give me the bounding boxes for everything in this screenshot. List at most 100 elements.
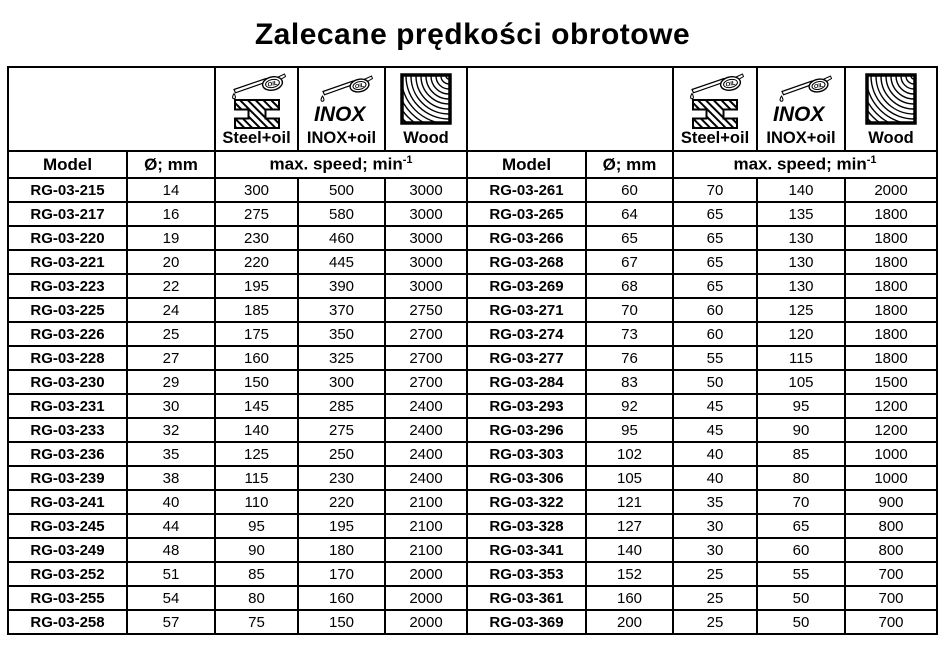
wood-speed-cell: 3000: [384, 273, 468, 299]
inox-speed-cell: 60: [756, 537, 846, 563]
model-cell: RG-03-241: [7, 489, 128, 515]
diameter-column-header: Ø; mm: [585, 150, 674, 179]
model-cell: RG-03-258: [7, 609, 128, 635]
inox-speed-cell: 55: [756, 561, 846, 587]
inox-speed-cell: 130: [756, 225, 846, 251]
diameter-cell: 95: [585, 417, 674, 443]
inox-speed-cell: 500: [297, 177, 386, 203]
inox-speed-cell: 70: [756, 489, 846, 515]
table-row: RG-03-215 14 300 500 3000 RG-03-261 60 70 140 200…: [7, 177, 938, 203]
table-row: RG-03-225 24 185 370 2750 RG-03-271 70 60 125 180…: [7, 297, 938, 323]
table-row: RG-03-255 54 80 160 2000 RG-03-361 160 25 50 700: [7, 585, 938, 611]
wood-speed-cell: 1800: [844, 201, 938, 227]
model-cell: RG-03-322: [466, 489, 587, 515]
model-column-header: Model: [466, 150, 587, 179]
diameter-cell: 32: [126, 417, 216, 443]
inox-speed-cell: 85: [756, 441, 846, 467]
wood-speed-cell: 2000: [844, 177, 938, 203]
model-cell: RG-03-215: [7, 177, 128, 203]
wood-speed-cell: 2700: [384, 321, 468, 347]
diameter-cell: 22: [126, 273, 216, 299]
inox-speed-cell: 105: [756, 369, 846, 395]
steel-speed-cell: 275: [214, 201, 299, 227]
steel-speed-cell: 125: [214, 441, 299, 467]
wood-speed-cell: 2700: [384, 345, 468, 371]
steel-oil-icon: OIL: [690, 73, 745, 130]
diameter-cell: 140: [585, 537, 674, 563]
wood-speed-cell: 2100: [384, 537, 468, 563]
inox-speed-cell: 135: [756, 201, 846, 227]
steel-speed-cell: 140: [214, 417, 299, 443]
diameter-cell: 121: [585, 489, 674, 515]
diameter-cell: 44: [126, 513, 216, 539]
wood-speed-cell: 2700: [384, 369, 468, 395]
steel-speed-cell: 95: [214, 513, 299, 539]
model-cell: RG-03-271: [466, 297, 587, 323]
model-cell: RG-03-220: [7, 225, 128, 251]
steel-speed-cell: 90: [214, 537, 299, 563]
wood-speed-cell: 2400: [384, 441, 468, 467]
model-cell: RG-03-269: [466, 273, 587, 299]
inox-speed-cell: 285: [297, 393, 386, 419]
diameter-cell: 70: [585, 297, 674, 323]
steel-speed-cell: 60: [672, 321, 758, 347]
steel-speed-cell: 115: [214, 465, 299, 491]
model-cell: RG-03-353: [466, 561, 587, 587]
inox-speed-cell: 275: [297, 417, 386, 443]
column-label-steel-oil: Steel+oil: [680, 129, 750, 148]
model-cell: RG-03-266: [466, 225, 587, 251]
diameter-cell: 68: [585, 273, 674, 299]
diameter-cell: 65: [585, 225, 674, 251]
blank-header-cell: [7, 66, 216, 152]
svg-text:OIL: OIL: [814, 83, 825, 91]
sub-header-row: Model Ø; mm max. speed; min-1 Model Ø; m…: [7, 150, 938, 179]
steel-speed-cell: 65: [672, 225, 758, 251]
page-title: Zalecane prędkości obrotowe: [254, 18, 691, 51]
column-label-steel-oil: Steel+oil: [222, 129, 291, 148]
table-row: RG-03-228 27 160 325 2700 RG-03-277 76 55 115 180…: [7, 345, 938, 371]
inox-speed-cell: 250: [297, 441, 386, 467]
column-header-wood-left: Wood: [384, 66, 468, 152]
column-label-wood: Wood: [403, 129, 449, 148]
diameter-cell: 57: [126, 609, 216, 635]
steel-speed-cell: 85: [214, 561, 299, 587]
steel-speed-cell: 30: [672, 537, 758, 563]
max-speed-column-header: max. speed; min-1: [214, 150, 468, 179]
icon-header-row: OIL Steel+oil OIL INOX: [7, 66, 938, 152]
inox-speed-cell: 230: [297, 465, 386, 491]
steel-speed-cell: 60: [672, 297, 758, 323]
column-label-inox-oil: INOX+oil: [766, 129, 836, 148]
diameter-cell: 19: [126, 225, 216, 251]
diameter-cell: 51: [126, 561, 216, 587]
diameter-cell: 83: [585, 369, 674, 395]
model-cell: RG-03-306: [466, 465, 587, 491]
steel-speed-cell: 70: [672, 177, 758, 203]
blank-header-cell: [466, 66, 674, 152]
model-cell: RG-03-261: [466, 177, 587, 203]
table-row: RG-03-220 19 230 460 3000 RG-03-266 65 65 130 180…: [7, 225, 938, 251]
diameter-cell: 16: [126, 201, 216, 227]
diameter-cell: 35: [126, 441, 216, 467]
diameter-cell: 40: [126, 489, 216, 515]
model-cell: RG-03-239: [7, 465, 128, 491]
wood-speed-cell: 700: [844, 609, 938, 635]
inox-speed-cell: 65: [756, 513, 846, 539]
model-cell: RG-03-225: [7, 297, 128, 323]
inox-speed-cell: 80: [756, 465, 846, 491]
steel-speed-cell: 40: [672, 465, 758, 491]
steel-speed-cell: 75: [214, 609, 299, 635]
wood-speed-cell: 2000: [384, 609, 468, 635]
steel-speed-cell: 25: [672, 609, 758, 635]
inox-speed-cell: 130: [756, 249, 846, 275]
table-row: RG-03-221 20 220 445 3000 RG-03-268 67 65 130 180…: [7, 249, 938, 275]
inox-oil-icon: OIL INOX: [773, 75, 833, 126]
inox-speed-cell: 195: [297, 513, 386, 539]
wood-speed-cell: 2400: [384, 417, 468, 443]
steel-speed-cell: 45: [672, 393, 758, 419]
model-cell: RG-03-296: [466, 417, 587, 443]
wood-speed-cell: 1800: [844, 321, 938, 347]
steel-speed-cell: 40: [672, 441, 758, 467]
table-row: RG-03-236 35 125 250 2400 RG-03-303 102 40 85 100…: [7, 441, 938, 467]
inox-speed-cell: 95: [756, 393, 846, 419]
wood-speed-cell: 2750: [384, 297, 468, 323]
